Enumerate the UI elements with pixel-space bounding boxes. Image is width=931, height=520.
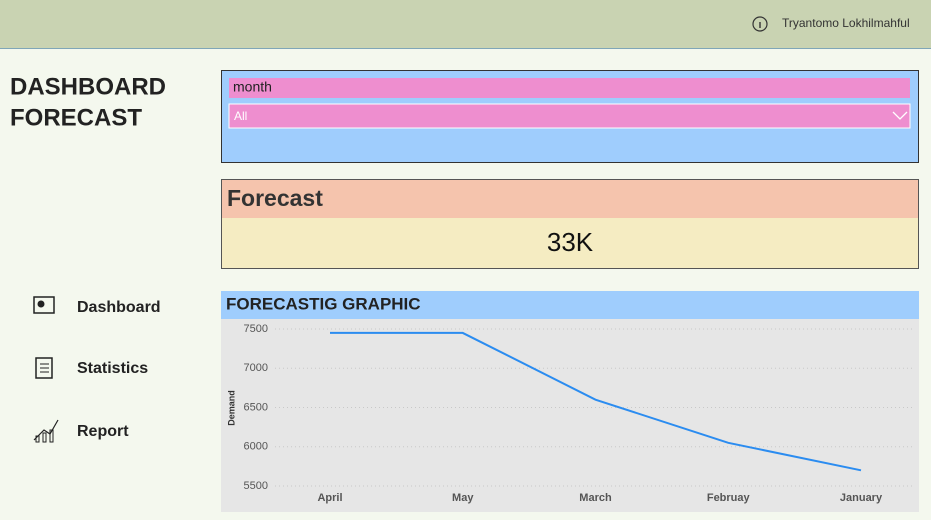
- x-tick-label: Februay: [707, 492, 751, 504]
- nav-icon: [35, 357, 53, 379]
- y-tick-label: 6500: [244, 401, 268, 413]
- user-name[interactable]: Tryantomo Lokhilmahful: [782, 16, 910, 30]
- x-tick-label: April: [317, 492, 342, 504]
- card-value: 33K: [547, 227, 594, 257]
- dropdown-chevron: [892, 111, 908, 120]
- x-tick-label: March: [579, 492, 612, 504]
- chart-header: [221, 291, 919, 319]
- x-tick-label: May: [452, 492, 474, 504]
- nav-icon-bar: [49, 429, 54, 443]
- nav-icon-bar: [35, 435, 40, 443]
- x-tick-label: January: [840, 492, 883, 504]
- nav-icon-dot: [37, 300, 45, 308]
- dashboard-title: DASHBOARD: [10, 73, 166, 100]
- slicer-label: month: [233, 79, 272, 95]
- nav-icon: [33, 296, 55, 314]
- nav-label[interactable]: Report: [77, 423, 129, 440]
- chart-box: [221, 291, 919, 512]
- card-header: [222, 180, 918, 218]
- y-tick-label: 5500: [244, 480, 268, 492]
- info-icon[interactable]: [752, 16, 768, 32]
- plot: 5500 6000 6500 7000 7500 April May March Februay…: [244, 323, 912, 504]
- slicer-dropdown[interactable]: [228, 103, 911, 129]
- slicer-header: [229, 78, 910, 98]
- top-bar: [0, 0, 931, 48]
- y-tick-label: 7500: [244, 323, 268, 335]
- y-tick-label: 6000: [244, 441, 268, 453]
- nav-label[interactable]: Dashboard: [77, 299, 161, 316]
- dashboard-title: FORECAST: [10, 104, 142, 131]
- nav-statistics[interactable]: Statistics: [35, 357, 148, 379]
- nav-dashboard[interactable]: Dashboard: [33, 296, 161, 316]
- y-tick-label: 7000: [244, 362, 268, 374]
- line-series: [330, 331, 862, 472]
- nav-icon-bar: [42, 432, 47, 443]
- nav-report[interactable]: Report: [33, 419, 129, 443]
- card-title: Forecast: [227, 185, 323, 211]
- nav-icon: [33, 419, 59, 441]
- y-axis-title: Demand: [226, 390, 236, 426]
- slicer-value[interactable]: All: [234, 109, 247, 123]
- chart-title: FORECASTIG GRAPHIC: [226, 294, 421, 313]
- nav-label[interactable]: Statistics: [77, 360, 148, 377]
